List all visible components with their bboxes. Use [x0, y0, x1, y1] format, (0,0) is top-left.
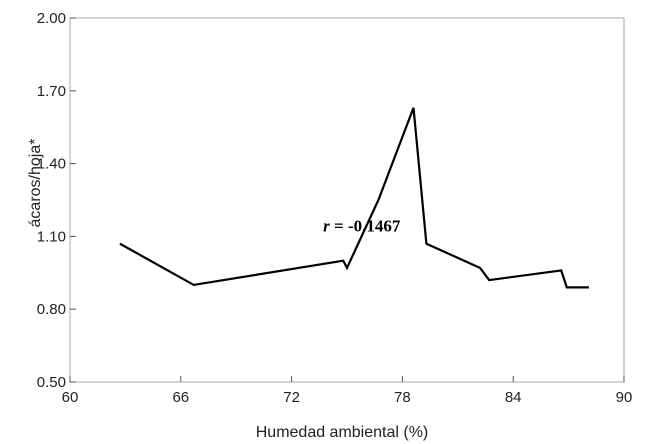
x-tick-label: 78 [394, 389, 411, 406]
x-tick-label: 72 [283, 389, 300, 406]
x-tick-label: 66 [172, 389, 189, 406]
y-axis-title: ácaros/hoja* [27, 139, 44, 228]
plot-frame [69, 17, 625, 383]
x-tick-label: 84 [505, 389, 522, 406]
correlation-annotation: r = -0.1467 [323, 217, 401, 236]
x-tick-label: 90 [616, 389, 633, 406]
y-tick-label: 1.40 [37, 156, 66, 173]
x-axis-title: Humedad ambiental (%) [256, 424, 429, 441]
y-tick-label: 0.50 [37, 374, 66, 391]
y-axis-ticks: 0.50 0.80 1.10 1.40 1.70 2.00 [37, 10, 76, 391]
y-tick-label: 1.70 [37, 83, 66, 100]
annotation-value: = -0.1467 [330, 217, 401, 236]
x-axis-ticks: 60 66 72 78 84 90 [62, 376, 633, 406]
y-tick-label: 1.10 [37, 228, 66, 245]
annotation-variable: r [323, 217, 330, 236]
series-line [119, 107, 589, 289]
y-tick-label: 0.80 [37, 301, 66, 318]
y-tick-label: 2.00 [37, 10, 66, 27]
x-tick-label: 60 [62, 389, 79, 406]
